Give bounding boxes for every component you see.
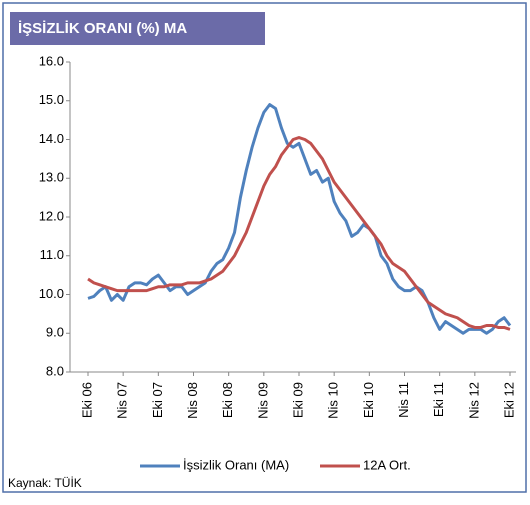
x-tick-label: Eki 09	[290, 382, 305, 418]
frame	[2, 2, 527, 493]
legend-label: 12A Ort.	[363, 457, 411, 472]
title-box	[10, 12, 265, 45]
x-tick-label: Nis 12	[466, 382, 481, 419]
x-tick-label: Nis 09	[255, 382, 270, 419]
y-tick-label: 14.0	[39, 131, 64, 146]
y-tick-label: 9.0	[46, 325, 64, 340]
x-tick-label: Eki 11	[431, 382, 446, 417]
x-tick-label: Eki 12	[501, 382, 516, 418]
source: Kaynak: TÜİK	[8, 476, 82, 490]
x-tick-label: Eki 10	[361, 382, 376, 418]
legend-label: İşsizlik Oranı (MA)	[183, 457, 289, 472]
y-tick-label: 12.0	[39, 208, 64, 223]
series-line	[87, 136, 511, 331]
x-tick-label: Nis 10	[326, 382, 341, 419]
y-tick-label: 16.0	[39, 53, 64, 68]
chart-title: İŞSİZLİK ORANI (%) MA	[18, 20, 187, 37]
x-tick-label: Nis 08	[185, 382, 200, 419]
y-tick-label: 11.0	[40, 247, 64, 262]
y-tick-label: 15.0	[39, 92, 64, 107]
series-line	[87, 103, 512, 335]
x-tick-label: Eki 06	[79, 382, 94, 418]
x-tick-label: Eki 08	[220, 382, 235, 418]
y-tick-label: 8.0	[46, 363, 64, 378]
y-tick-label: 13.0	[39, 170, 64, 185]
y-tick-label: 10.0	[39, 286, 64, 301]
x-tick-label: Nis 11	[396, 382, 411, 418]
x-tick-label: Eki 07	[150, 382, 165, 418]
x-tick-label: Nis 07	[115, 382, 130, 419]
